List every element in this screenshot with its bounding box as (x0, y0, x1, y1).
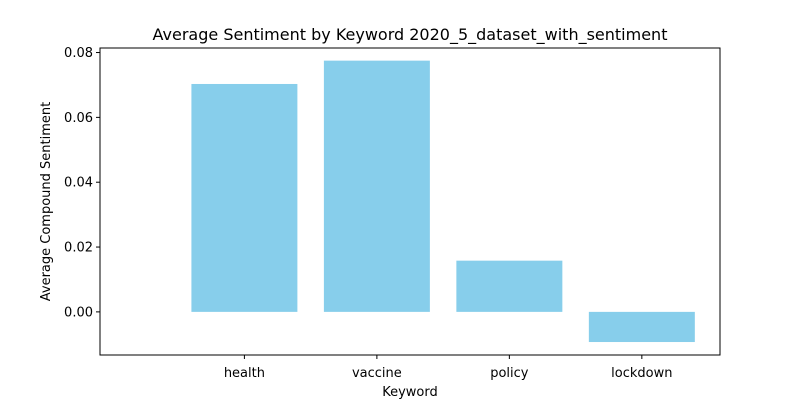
bar-policy (456, 260, 563, 312)
chart-title: Average Sentiment by Keyword 2020_5_data… (153, 25, 668, 45)
y-tick-label: 0.00 (64, 305, 93, 320)
x-axis-title: Keyword (382, 385, 438, 400)
x-axis: health vaccine policy lockdown (224, 355, 673, 381)
x-tick-label-vaccine: vaccine (352, 366, 402, 381)
x-tick-label-policy: policy (490, 366, 529, 381)
x-tick-label-lockdown: lockdown (611, 366, 672, 381)
y-tick-label: 0.08 (64, 46, 93, 61)
x-tick-label-health: health (224, 366, 265, 381)
y-tick-label: 0.06 (64, 111, 93, 126)
y-tick-label: 0.04 (64, 176, 93, 191)
bar-lockdown (588, 311, 695, 343)
bar-health (191, 83, 298, 312)
y-axis-title: Average Compound Sentiment (39, 102, 54, 301)
bars-group (191, 60, 695, 343)
y-tick-label: 0.02 (64, 241, 93, 256)
bar-vaccine (323, 60, 430, 312)
plot-frame (99, 47, 721, 356)
y-axis: 0.00 0.02 0.04 0.06 0.08 (64, 46, 100, 320)
